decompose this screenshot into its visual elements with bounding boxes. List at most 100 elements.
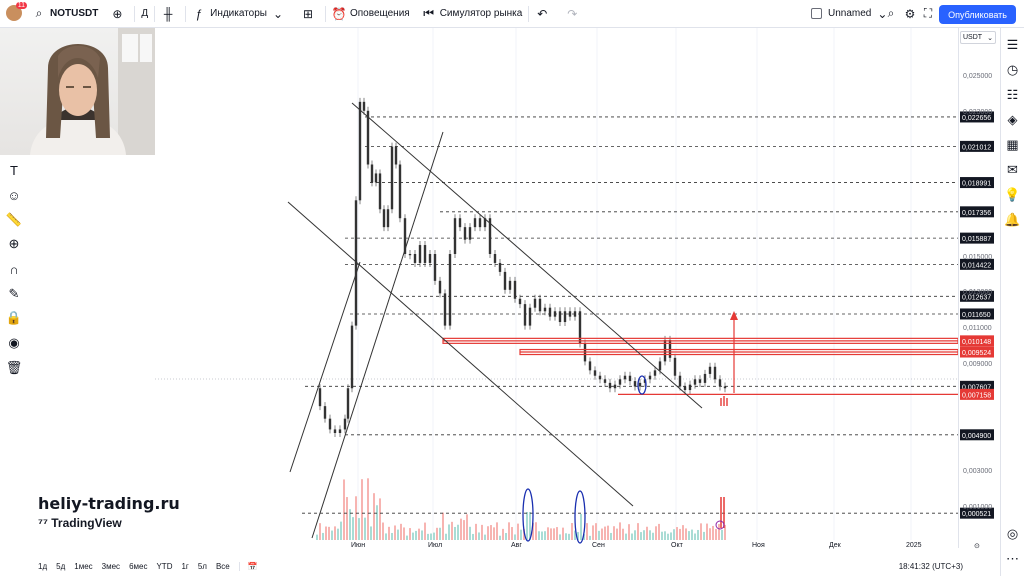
support-trendline-2[interactable] <box>311 131 444 539</box>
help-icon[interactable]: ◎ <box>1006 525 1019 541</box>
price-scale[interactable]: 0,022656 0,021012 0,018991 0,017356 0,015887… <box>958 28 1000 548</box>
settings-button[interactable]: ⚙ <box>897 0 927 28</box>
volume-bar <box>472 533 474 540</box>
chart-type-button[interactable]: ╫ <box>155 0 185 28</box>
divider <box>154 5 156 22</box>
svg-text:0,014422: 0,014422 <box>962 262 991 269</box>
trendline-drawings <box>287 102 738 544</box>
emoji-tool-icon[interactable]: ☺ <box>7 187 21 203</box>
range-button-all[interactable]: Все <box>215 561 230 571</box>
volume-bar <box>691 529 693 540</box>
calendar-icon[interactable]: ▦ <box>1006 136 1019 152</box>
range-button-1m[interactable]: 1мес <box>74 561 93 571</box>
replay-button[interactable]: ⏮ Симулятор рынка <box>416 0 529 28</box>
volume-highlight-ellipse[interactable] <box>522 488 534 542</box>
publish-button[interactable]: Опубликовать <box>939 5 1016 24</box>
auto-scale-icon[interactable]: ⊙ <box>974 543 980 550</box>
date-range-icon[interactable]: 📅 <box>238 561 258 571</box>
price-tick-label: 0,013000 <box>963 289 992 296</box>
eye-icon[interactable]: ◉ <box>8 335 20 351</box>
volume-bar <box>619 522 621 540</box>
volume-bar <box>706 523 708 540</box>
trash-icon[interactable]: 🗑 <box>5 359 23 375</box>
quick-search-button[interactable]: ⌕ <box>878 0 908 28</box>
zoom-in-icon[interactable]: ⊕ <box>8 236 20 252</box>
range-button-5d[interactable]: 5д <box>56 561 66 571</box>
volume-bar <box>355 496 357 540</box>
range-button-ytd[interactable]: YTD <box>156 561 173 571</box>
notifications-bell-icon[interactable]: 🔔 <box>1004 211 1021 227</box>
volume-bar <box>442 512 444 540</box>
range-button-3m[interactable]: 3мес <box>101 561 121 571</box>
range-button-6m[interactable]: 6мес <box>129 561 148 571</box>
volume-bar <box>496 522 498 540</box>
channel-upper-trendline[interactable] <box>351 102 703 409</box>
pencil-lock-icon[interactable]: ✎ <box>8 285 20 301</box>
svg-text:0,010148: 0,010148 <box>962 339 991 346</box>
price-tick-label: 0,001000 <box>963 504 992 511</box>
layout-checkbox[interactable] <box>811 8 822 19</box>
divider <box>134 5 136 22</box>
layers-icon[interactable]: ◈ <box>1007 111 1018 127</box>
volume-bar <box>454 526 456 540</box>
object-tree-icon[interactable]: ☷ <box>1006 86 1019 102</box>
volume-bar <box>715 528 717 540</box>
symbol-search-button[interactable]: ⌕ NOTUSDT <box>26 0 104 28</box>
alerts-button[interactable]: ⏰ Оповещения <box>326 0 416 28</box>
fullscreen-button[interactable]: ⛶ <box>915 0 945 28</box>
volume-bar <box>367 478 369 540</box>
redo-button[interactable]: ↷ <box>559 0 589 28</box>
channel-lower-trendline[interactable] <box>287 201 634 507</box>
undo-button[interactable]: ↶ <box>529 0 559 28</box>
volume-bar <box>658 523 660 540</box>
ideas-icon[interactable]: 💡 <box>1004 186 1021 202</box>
time-axis-label: Июн <box>351 542 366 549</box>
volume-bar <box>595 523 597 540</box>
candle-body <box>453 218 457 254</box>
streamer-face-image <box>30 28 155 155</box>
volume-highlight-ellipse[interactable] <box>574 490 586 544</box>
volume-bar <box>340 521 342 540</box>
indicators-button[interactable]: ƒ Индикаторы ⌄ <box>186 0 295 28</box>
currency-selector[interactable]: USDT ⌄ <box>960 31 996 44</box>
user-avatar[interactable]: 11 <box>6 2 27 21</box>
timeframe-button[interactable]: Д <box>141 8 149 19</box>
price-level-label: 0,004900 <box>960 429 994 441</box>
candle-body <box>683 386 687 391</box>
candle-body <box>678 375 682 387</box>
candle-body <box>633 381 637 387</box>
candle-body <box>366 110 370 165</box>
replay-icon: ⏮ <box>423 6 435 20</box>
candle-body <box>578 311 582 344</box>
range-button-1d[interactable]: 1д <box>38 561 48 571</box>
candle-body <box>713 366 717 380</box>
ruler-icon[interactable]: 📏 <box>5 211 23 227</box>
lock-icon[interactable]: 🔒 <box>5 310 23 326</box>
candle-body <box>370 164 374 183</box>
volume-bar <box>457 524 459 540</box>
range-button-1y[interactable]: 1г <box>181 561 189 571</box>
candle-body <box>593 370 597 376</box>
dots-icon[interactable]: ⋯ <box>1006 550 1019 566</box>
layouts-button[interactable]: ⊞ <box>295 0 325 28</box>
volume-bar <box>316 534 318 540</box>
magnet-icon[interactable]: ∩ <box>9 261 19 277</box>
candle-highlight-ellipse[interactable] <box>637 375 647 395</box>
candle-body <box>708 366 712 374</box>
volume-bar <box>577 532 579 540</box>
price-chart[interactable] <box>155 28 958 548</box>
candle-body <box>438 280 442 294</box>
volume-bar <box>688 531 690 540</box>
watchlist-icon[interactable]: ☰ <box>1006 36 1019 52</box>
range-button-5y[interactable]: 5л <box>197 561 207 571</box>
candle-body <box>362 101 366 111</box>
candle-body <box>523 304 527 326</box>
alerts-clock-icon[interactable]: ◷ <box>1006 61 1019 77</box>
messages-icon[interactable]: ✉ <box>1007 161 1018 177</box>
layout-name-button[interactable]: Unnamed ⌄ <box>805 0 899 28</box>
support-trendline-1[interactable] <box>289 261 361 473</box>
text-tool-icon[interactable]: T <box>10 162 18 178</box>
price-tick-label: 0,011000 <box>963 325 992 332</box>
volume-bar <box>430 533 432 540</box>
compare-button[interactable]: ⊕ <box>104 0 134 28</box>
